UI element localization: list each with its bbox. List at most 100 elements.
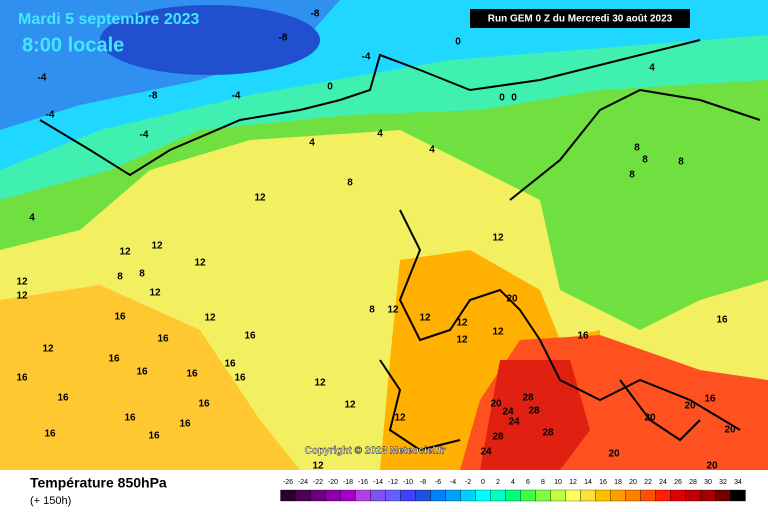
scale-swatch <box>415 489 431 502</box>
scale-tick-label: -12 <box>388 479 398 486</box>
contour-label: 12 <box>312 461 324 472</box>
scale-swatch <box>505 489 521 502</box>
contour-label: 24 <box>480 447 492 458</box>
scale-swatch <box>700 489 716 502</box>
contour-label: 8 <box>634 143 640 154</box>
scale-swatch <box>685 489 701 502</box>
contour-label: 12 <box>492 233 504 244</box>
contour-label: 16 <box>244 331 256 342</box>
contour-label: 8 <box>369 305 375 316</box>
cold-core <box>100 5 320 75</box>
contour-label: 12 <box>204 313 216 324</box>
scale-swatch <box>355 489 371 502</box>
contour-label: 12 <box>16 277 28 288</box>
contour-label: 4 <box>377 129 383 140</box>
scale-swatch <box>430 489 446 502</box>
scale-swatch <box>460 489 476 502</box>
contour-label: 16 <box>124 413 136 424</box>
scale-swatch <box>400 489 416 502</box>
contour-label: 28 <box>542 428 554 439</box>
contour-label: 24 <box>508 417 520 428</box>
scale-tick-label: -22 <box>313 479 323 486</box>
scale-swatch <box>475 489 491 502</box>
scale-tick-label: -18 <box>343 479 353 486</box>
contour-label: 28 <box>528 406 540 417</box>
contour-label: 12 <box>456 335 468 346</box>
contour-label: 0 <box>327 82 333 93</box>
scale-swatch <box>325 489 341 502</box>
contour-label: 12 <box>151 241 163 252</box>
contour-label: 16 <box>108 354 120 365</box>
contour-label: -4 <box>140 130 149 141</box>
scale-swatch <box>610 489 626 502</box>
contour-label: 16 <box>114 312 126 323</box>
scale-tick-label: 28 <box>689 479 697 486</box>
scale-tick-label: -14 <box>373 479 383 486</box>
contour-label: 16 <box>186 369 198 380</box>
contour-label: 20 <box>724 425 736 436</box>
scale-tick-label: -4 <box>450 479 456 486</box>
contour-label: 20 <box>490 399 502 410</box>
scale-tick-label: 34 <box>734 479 742 486</box>
contour-label: 16 <box>179 419 191 430</box>
contour-label: 12 <box>42 344 54 355</box>
contour-label: 0 <box>511 93 517 104</box>
contour-label: 28 <box>492 432 504 443</box>
scale-swatch <box>295 489 311 502</box>
scale-swatch <box>595 489 611 502</box>
scale-swatch <box>385 489 401 502</box>
hot-core <box>480 360 590 470</box>
contour-label: 20 <box>644 413 656 424</box>
contour-label: 8 <box>629 170 635 181</box>
run-info: Run GEM 0 Z du Mercredi 30 août 2023 <box>488 14 673 25</box>
footer-subtitle: (+ 150h) <box>30 495 71 507</box>
contour-label: 8 <box>117 272 123 283</box>
contour-label: 16 <box>44 429 56 440</box>
forecast-date: Mardi 5 septembre 2023 <box>18 11 200 28</box>
contour-label: 16 <box>157 334 169 345</box>
contour-label: 16 <box>136 367 148 378</box>
coastlines <box>39 39 761 452</box>
scale-tick-label: 18 <box>614 479 622 486</box>
contour-label: 16 <box>148 431 160 442</box>
contour-label: 12 <box>119 247 131 258</box>
contour-label: 8 <box>678 157 684 168</box>
contour-label: 0 <box>455 37 461 48</box>
scale-tick-label: 30 <box>704 479 712 486</box>
scale-swatch <box>640 489 656 502</box>
scale-tick-label: 20 <box>629 479 637 486</box>
contour-label: 28 <box>522 393 534 404</box>
scale-swatch <box>340 489 356 502</box>
map <box>0 0 768 470</box>
contour-label: 4 <box>309 138 315 149</box>
contour-label: 12 <box>149 288 161 299</box>
scale-tick-label: -20 <box>328 479 338 486</box>
scale-swatch <box>670 489 686 502</box>
warm-region <box>0 285 300 470</box>
contour-label: 16 <box>234 373 246 384</box>
contour-label: 12 <box>492 327 504 338</box>
scale-tick-label: 14 <box>584 479 592 486</box>
contour-label: 16 <box>577 331 589 342</box>
scale-tick-label: 32 <box>719 479 727 486</box>
contour-label: 16 <box>198 399 210 410</box>
contour-label: 4 <box>29 213 35 224</box>
contour-label: 12 <box>194 258 206 269</box>
contour-label: 12 <box>456 318 468 329</box>
contour-label: 12 <box>419 313 431 324</box>
scale-tick-label: 26 <box>674 479 682 486</box>
contour-label: 16 <box>57 393 69 404</box>
contour-label: -8 <box>279 33 288 44</box>
scale-tick-label: 24 <box>659 479 667 486</box>
forecast-time: 8:00 locale <box>22 34 124 56</box>
scale-swatch <box>655 489 671 502</box>
contour-label: 20 <box>684 401 696 412</box>
contour-label: -8 <box>311 9 320 20</box>
contour-label: -4 <box>232 91 241 102</box>
contour-label: 12 <box>16 291 28 302</box>
scale-tick-label: -10 <box>403 479 413 486</box>
scale-tick-label: 0 <box>481 479 485 486</box>
contour-label: -4 <box>38 73 47 84</box>
scale-tick-label: 12 <box>569 479 577 486</box>
